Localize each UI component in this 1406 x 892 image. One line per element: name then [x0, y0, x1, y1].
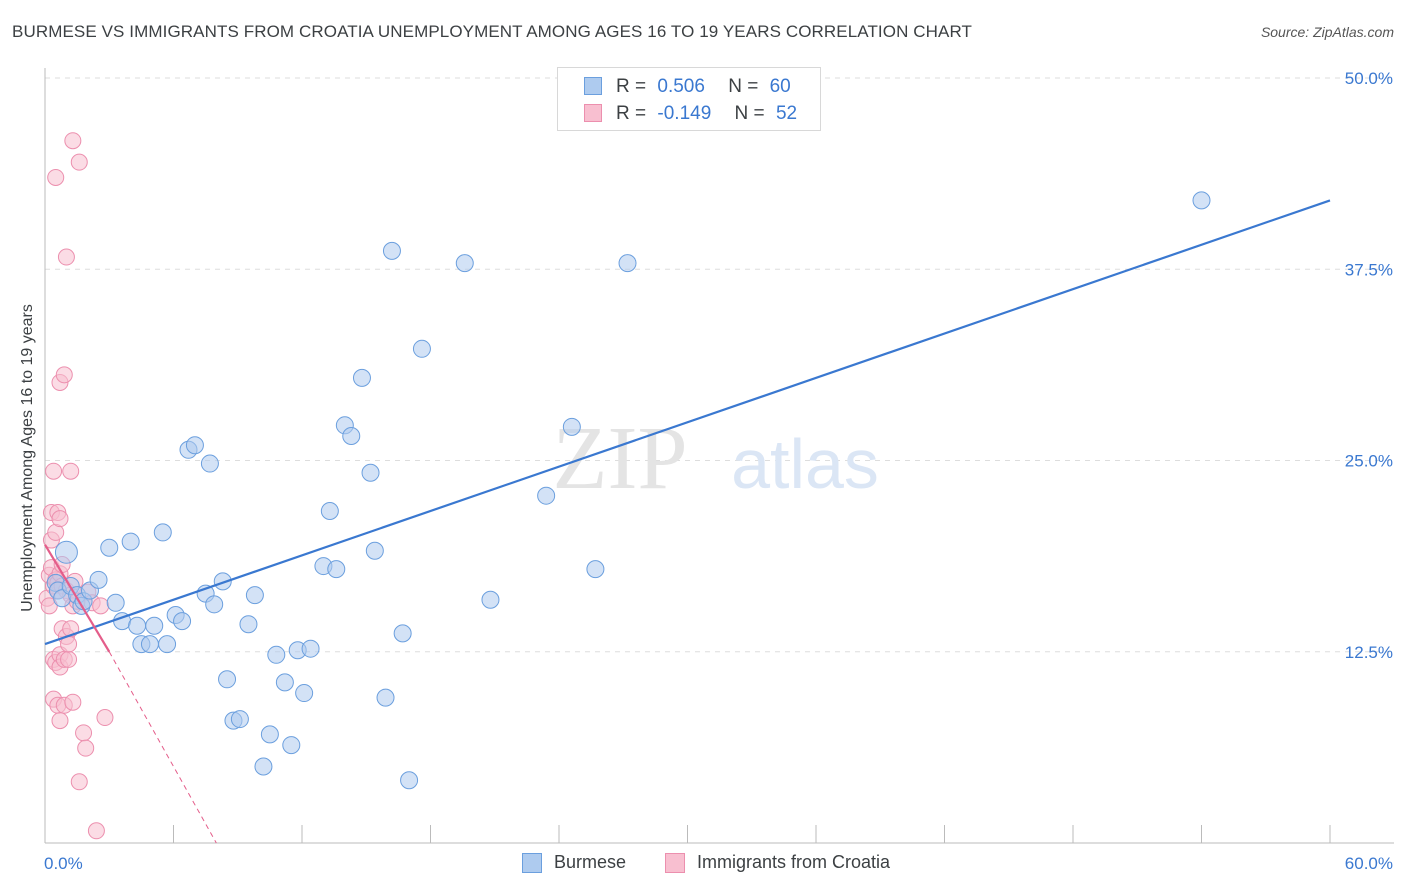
- burmese-point: [400, 771, 419, 790]
- legend-label-burmese: Burmese: [554, 852, 627, 872]
- burmese-point: [481, 590, 500, 609]
- source-label: Source: ZipAtlas.com: [1260, 24, 1394, 40]
- croatia-point: [75, 724, 93, 742]
- axes: [44, 68, 1394, 844]
- legend-n-value: 60: [769, 76, 791, 97]
- croatia-point: [55, 366, 73, 384]
- croatia-point: [87, 822, 105, 840]
- burmese-point: [320, 501, 339, 520]
- burmese-point: [275, 673, 294, 692]
- croatia-point: [70, 773, 88, 791]
- series-croatia-points: [38, 132, 114, 840]
- burmese-point: [455, 254, 474, 273]
- legend-r-value: -0.149: [657, 103, 712, 124]
- legend-r-label: R =: [616, 76, 647, 97]
- grid: [45, 77, 1394, 653]
- burmese-point: [230, 710, 249, 729]
- croatia-point: [51, 712, 69, 730]
- burmese-point: [54, 540, 78, 564]
- burmese-point: [301, 639, 320, 658]
- chart-title: BURMESE VS IMMIGRANTS FROM CROATIA UNEMP…: [12, 22, 973, 41]
- croatia-point: [57, 248, 75, 266]
- burmese-point: [89, 570, 108, 589]
- burmese-point: [382, 241, 401, 260]
- burmese-trend-line: [44, 199, 1331, 646]
- legend-swatch-croatia: [584, 104, 602, 122]
- croatia-point: [62, 462, 80, 480]
- burmese-point: [586, 560, 605, 579]
- burmese-point: [128, 616, 147, 635]
- croatia-point: [96, 709, 114, 727]
- burmese-point: [537, 486, 556, 505]
- burmese-point: [121, 532, 140, 551]
- x-tick-label: 60.0%: [1345, 854, 1393, 873]
- burmese-point: [393, 624, 412, 643]
- croatia-point: [64, 693, 82, 711]
- correlation-legend: R = 0.506 N = 60 R = -0.149 N = 52: [557, 67, 821, 131]
- legend-r-label: R =: [616, 103, 647, 124]
- burmese-point: [140, 635, 159, 654]
- burmese-point: [376, 688, 395, 707]
- burmese-point: [361, 463, 380, 482]
- trend-lines: [44, 199, 1331, 844]
- legend-n-value: 52: [775, 103, 798, 124]
- legend-swatch-croatia: [665, 853, 685, 873]
- croatia-trend-line: [44, 544, 111, 653]
- burmese-point: [254, 757, 273, 776]
- burmese-point: [239, 615, 258, 634]
- y-tick-label: 37.5%: [1345, 260, 1393, 279]
- burmese-point: [185, 436, 204, 455]
- burmese-point: [205, 595, 224, 614]
- burmese-point: [173, 612, 192, 631]
- burmese-point: [327, 560, 346, 579]
- burmese-point: [200, 454, 219, 473]
- burmese-point: [106, 593, 125, 612]
- croatia-point: [51, 510, 69, 528]
- legend-swatch-burmese: [522, 853, 542, 873]
- burmese-point: [412, 339, 431, 358]
- burmese-point: [618, 254, 637, 273]
- croatia-trend-extension: [108, 651, 217, 844]
- burmese-point: [100, 538, 119, 557]
- croatia-point: [45, 462, 63, 480]
- burmese-point: [1192, 191, 1211, 210]
- burmese-point: [282, 736, 301, 755]
- burmese-point: [267, 645, 286, 664]
- burmese-point: [218, 670, 237, 689]
- croatia-point: [64, 132, 82, 150]
- croatia-point: [40, 597, 58, 615]
- burmese-point: [352, 368, 371, 387]
- burmese-point: [145, 616, 164, 635]
- burmese-point: [260, 725, 279, 744]
- watermark-atlas: atlas: [731, 425, 879, 503]
- legend-swatch-burmese: [584, 77, 602, 95]
- series-legend: Burmese Immigrants from Croatia: [0, 851, 1406, 877]
- legend-r-value: 0.506: [657, 76, 705, 97]
- burmese-point: [562, 417, 581, 436]
- croatia-point: [47, 168, 65, 186]
- legend-n-label: N =: [734, 103, 765, 124]
- burmese-point: [158, 635, 177, 654]
- burmese-point: [153, 523, 172, 542]
- y-axis-label: Unemployment Among Ages 16 to 19 years: [19, 304, 36, 612]
- croatia-point: [77, 739, 95, 757]
- y-tick-label: 25.0%: [1345, 452, 1393, 471]
- burmese-point: [245, 586, 264, 605]
- croatia-point: [92, 597, 110, 615]
- burmese-point: [295, 684, 314, 703]
- burmese-point: [213, 572, 232, 591]
- tick-labels: 12.5% 25.0% 37.5% 50.0% 0.0% 60.0%: [44, 69, 1393, 873]
- watermark: ZIP atlas: [553, 409, 879, 508]
- x-tick-label: 0.0%: [44, 854, 83, 873]
- legend-label-croatia: Immigrants from Croatia: [697, 852, 891, 872]
- croatia-point: [70, 153, 88, 171]
- y-tick-label: 12.5%: [1345, 643, 1393, 662]
- burmese-point: [365, 541, 384, 560]
- legend-n-label: N =: [728, 76, 759, 97]
- burmese-point: [342, 427, 361, 446]
- y-tick-label: 50.0%: [1345, 69, 1393, 88]
- croatia-point: [60, 650, 78, 668]
